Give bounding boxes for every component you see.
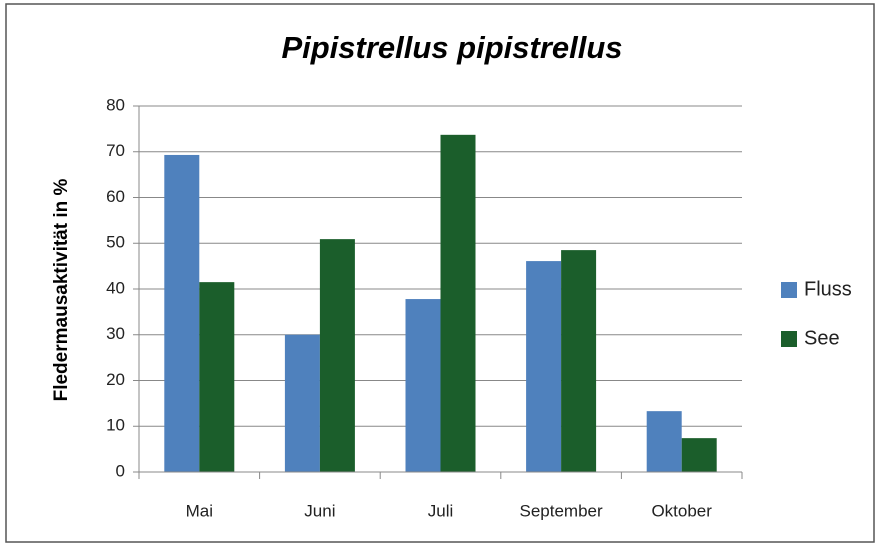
bar <box>561 250 597 472</box>
bar <box>646 411 682 472</box>
legend-label: See <box>804 327 840 349</box>
y-tick-label: 10 <box>106 416 125 435</box>
y-axis-label: Fledermausaktivität in % <box>51 178 72 401</box>
y-tick-label: 20 <box>106 370 125 389</box>
y-tick-label: 80 <box>106 95 125 114</box>
x-tick-label: Juni <box>304 501 335 520</box>
legend-swatch <box>781 282 797 298</box>
bar <box>526 261 562 472</box>
x-tick-label: Oktober <box>651 501 712 520</box>
bar <box>284 334 320 472</box>
x-tick-label: Juli <box>428 501 454 520</box>
bar <box>405 299 441 472</box>
y-tick-label: 60 <box>106 187 125 206</box>
bar <box>164 154 200 472</box>
bar <box>681 438 717 472</box>
x-tick-label: September <box>520 501 603 520</box>
bar <box>199 282 235 472</box>
legend-label: Fluss <box>804 278 852 300</box>
chart-title: Pipistrellus pipistrellus <box>281 30 622 65</box>
legend-swatch <box>781 331 797 347</box>
y-tick-label: 50 <box>106 233 125 252</box>
x-tick-label: Mai <box>186 501 213 520</box>
bar <box>319 239 355 472</box>
y-tick-label: 0 <box>116 461 125 480</box>
y-tick-label: 40 <box>106 278 125 297</box>
bar <box>440 134 476 472</box>
y-tick-label: 70 <box>106 141 125 160</box>
y-tick-label: 30 <box>106 324 125 343</box>
